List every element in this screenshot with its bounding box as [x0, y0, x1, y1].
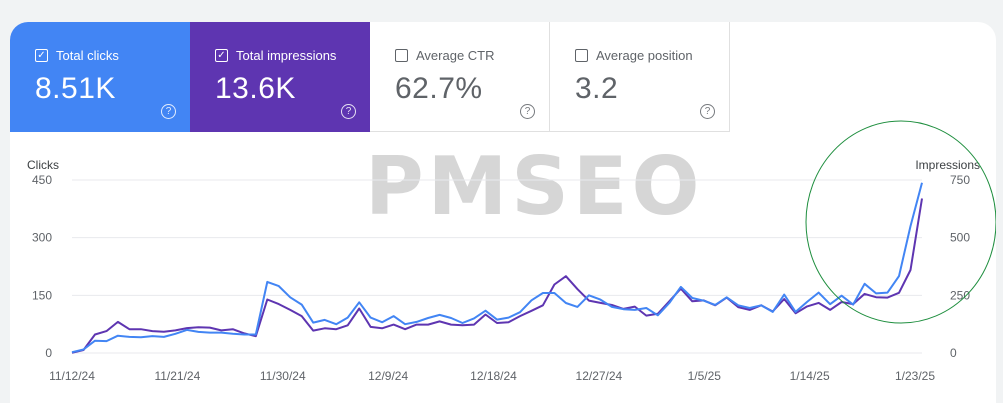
- checkbox-checked-icon[interactable]: ✓: [35, 49, 48, 62]
- x-tick-label: 11/21/24: [154, 369, 200, 383]
- average-ctr-value: 62.7%: [395, 72, 483, 105]
- x-tick-label: 1/14/25: [790, 369, 830, 383]
- x-tick-label: 1/5/25: [688, 369, 722, 383]
- average-position-value: 3.2: [575, 72, 619, 105]
- x-tick-label: 11/30/24: [260, 369, 306, 383]
- left-tick-label: 300: [32, 231, 52, 245]
- checkbox-checked-icon[interactable]: ✓: [215, 49, 228, 62]
- average-ctr-card[interactable]: Average CTR 62.7% ?: [370, 22, 550, 132]
- performance-chart[interactable]: 450 750 300 500 150 250 0 0 11/12/24 11/21/24 11/3…: [10, 22, 996, 403]
- average-ctr-header: Average CTR: [395, 48, 495, 63]
- average-position-card[interactable]: Average position 3.2 ?: [550, 22, 730, 132]
- total-impressions-label: Total impressions: [236, 48, 337, 63]
- left-axis-title: Clicks: [27, 158, 59, 172]
- right-tick-label: 250: [950, 288, 970, 302]
- performance-panel: ✓ Total clicks 8.51K ? ✓ Total impressio…: [10, 22, 996, 403]
- left-tick-label: 150: [32, 288, 52, 302]
- total-impressions-value: 13.6K: [215, 72, 296, 105]
- clicks-series-line: [71, 182, 923, 354]
- checkbox-unchecked-icon[interactable]: [575, 49, 588, 62]
- watermark-text: PMSEO: [365, 140, 704, 233]
- left-tick-label: 450: [32, 173, 52, 187]
- average-position-label: Average position: [596, 48, 693, 63]
- help-icon[interactable]: ?: [341, 104, 356, 119]
- highlight-circle: [805, 120, 996, 324]
- x-tick-label: 12/9/24: [368, 369, 408, 383]
- help-icon[interactable]: ?: [700, 104, 715, 119]
- help-icon[interactable]: ?: [520, 104, 535, 119]
- total-clicks-header: ✓ Total clicks: [35, 48, 119, 63]
- right-tick-label: 0: [950, 346, 957, 360]
- average-position-header: Average position: [575, 48, 693, 63]
- x-tick-label: 12/18/24: [470, 369, 517, 383]
- total-impressions-card[interactable]: ✓ Total impressions 13.6K ?: [190, 22, 370, 132]
- help-icon[interactable]: ?: [161, 104, 176, 119]
- right-tick-label: 500: [950, 231, 970, 245]
- x-tick-label: 1/23/25: [895, 369, 935, 383]
- total-clicks-value: 8.51K: [35, 72, 116, 105]
- right-axis-title: Impressions: [915, 158, 980, 172]
- right-tick-label: 750: [950, 173, 970, 187]
- left-tick-label: 0: [45, 346, 52, 360]
- total-clicks-label: Total clicks: [56, 48, 119, 63]
- x-tick-label: 12/27/24: [576, 369, 623, 383]
- average-ctr-label: Average CTR: [416, 48, 495, 63]
- total-clicks-card[interactable]: ✓ Total clicks 8.51K ?: [10, 22, 190, 132]
- impressions-series-line: [71, 198, 923, 354]
- metric-cards: ✓ Total clicks 8.51K ? ✓ Total impressio…: [10, 22, 730, 132]
- x-tick-label: 11/12/24: [49, 369, 95, 383]
- total-impressions-header: ✓ Total impressions: [215, 48, 336, 63]
- checkbox-unchecked-icon[interactable]: [395, 49, 408, 62]
